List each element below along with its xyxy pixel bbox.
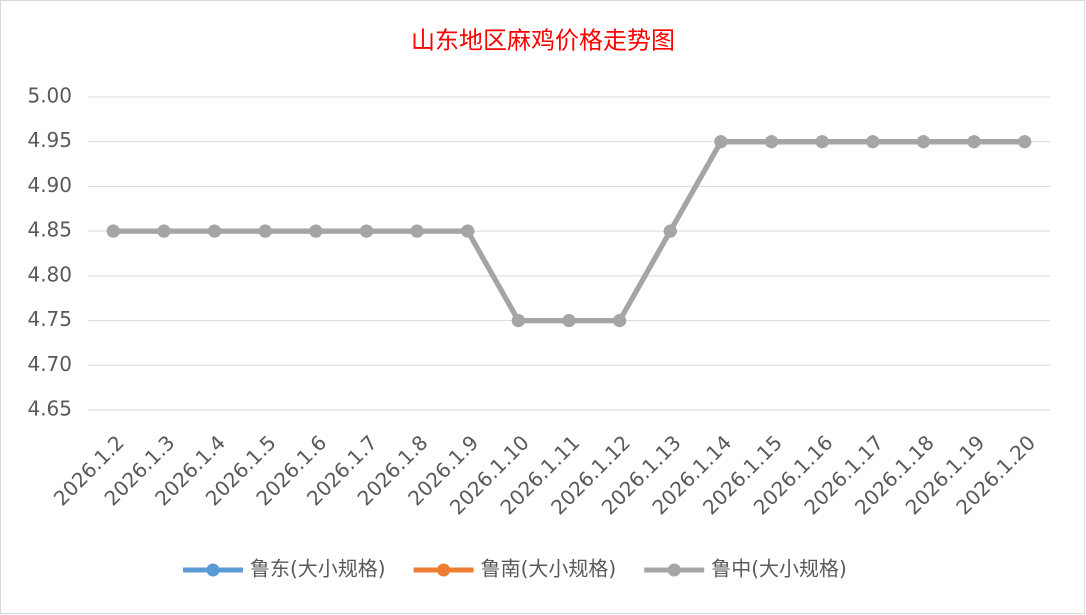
point — [916, 135, 930, 149]
y-tick-label: 4.95 — [27, 128, 72, 152]
point — [663, 224, 677, 238]
legend-label: 鲁南(大小规格) — [481, 557, 617, 581]
y-tick-label: 5.00 — [27, 84, 72, 108]
point — [967, 135, 981, 149]
y-tick-label: 4.80 — [27, 262, 72, 286]
point — [1018, 135, 1032, 149]
point — [410, 224, 424, 238]
legend-marker — [437, 563, 451, 577]
point — [258, 224, 272, 238]
point — [714, 135, 728, 149]
point — [815, 135, 829, 149]
y-tick-label: 4.70 — [27, 352, 72, 376]
point — [461, 224, 475, 238]
point — [208, 224, 222, 238]
legend-marker — [206, 563, 220, 577]
y-tick-label: 4.90 — [27, 173, 72, 197]
point — [765, 135, 779, 149]
legend-label: 鲁中(大小规格) — [711, 557, 847, 581]
point — [309, 224, 323, 238]
point — [866, 135, 880, 149]
point — [157, 224, 171, 238]
point — [613, 314, 627, 328]
legend-marker — [667, 563, 681, 577]
point — [511, 314, 525, 328]
chart-title: 山东地区麻鸡价格走势图 — [411, 27, 675, 55]
legend-label: 鲁东(大小规格) — [250, 557, 386, 581]
y-tick-label: 4.65 — [27, 397, 72, 421]
point — [359, 224, 373, 238]
y-tick-label: 4.75 — [27, 307, 72, 331]
y-tick-label: 4.85 — [27, 218, 72, 242]
point — [562, 314, 576, 328]
point — [106, 224, 120, 238]
